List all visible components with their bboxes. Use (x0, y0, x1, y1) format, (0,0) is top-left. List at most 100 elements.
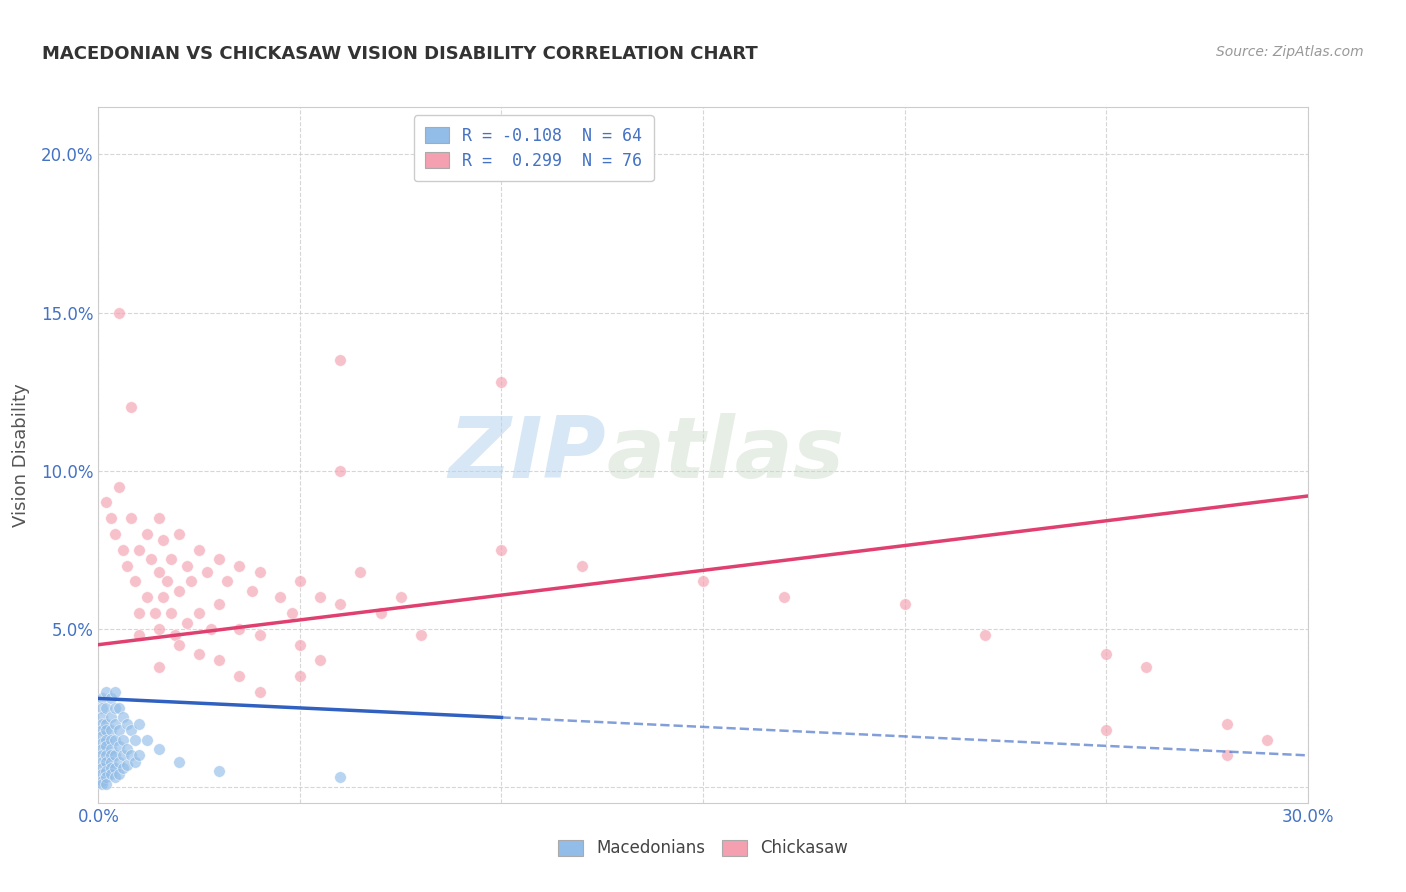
Point (100, 723, 122, 737)
Point (772, 591, 794, 605)
Point (91, 691, 114, 706)
Point (491, 542, 513, 557)
Point (135, 732, 157, 747)
Point (148, 565, 170, 579)
Point (329, 597, 352, 611)
Point (571, 558, 593, 573)
Point (288, 638, 311, 652)
Point (91, 761, 114, 775)
Point (107, 739, 129, 753)
Point (96, 716, 118, 731)
Point (103, 716, 125, 731)
Point (1256, 732, 1278, 747)
Point (128, 628, 150, 642)
Point (96, 777, 118, 791)
Point (100, 732, 122, 747)
Point (115, 742, 138, 756)
Point (195, 565, 218, 579)
Point (128, 606, 150, 620)
Text: atlas: atlas (606, 413, 845, 497)
Point (491, 375, 513, 389)
Point (91, 767, 114, 781)
Point (103, 732, 125, 747)
Point (111, 710, 134, 724)
Point (107, 701, 129, 715)
Point (96, 748, 118, 763)
Point (96, 771, 118, 785)
Point (188, 542, 211, 557)
Point (120, 401, 142, 415)
Point (148, 622, 170, 636)
Point (167, 638, 190, 652)
Point (135, 591, 157, 605)
Point (139, 552, 162, 566)
Point (228, 669, 250, 683)
Point (208, 653, 231, 667)
Point (103, 771, 125, 785)
Point (103, 685, 125, 699)
Point (156, 574, 179, 589)
Point (176, 615, 198, 630)
Point (188, 606, 211, 620)
Point (148, 660, 170, 674)
Point (107, 767, 129, 781)
Point (349, 565, 371, 579)
Point (309, 653, 332, 667)
Point (143, 606, 166, 620)
Point (100, 748, 122, 763)
Point (91, 742, 114, 756)
Point (100, 767, 122, 781)
Y-axis label: Vision Disability: Vision Disability (11, 383, 30, 527)
Point (167, 583, 190, 598)
Point (180, 574, 202, 589)
Point (91, 716, 114, 731)
Point (208, 764, 231, 779)
Point (152, 591, 174, 605)
Point (111, 748, 134, 763)
Point (176, 558, 198, 573)
Point (124, 732, 146, 747)
Point (100, 742, 122, 756)
Point (103, 748, 125, 763)
Point (329, 353, 352, 368)
Point (228, 558, 250, 573)
Point (115, 558, 138, 573)
Point (103, 701, 125, 715)
Point (1095, 647, 1118, 661)
Point (124, 755, 146, 769)
Point (96, 739, 118, 753)
Point (208, 552, 231, 566)
Point (107, 479, 129, 493)
Point (100, 691, 122, 706)
Point (107, 723, 129, 737)
Point (1216, 716, 1239, 731)
Point (148, 511, 170, 525)
Point (111, 761, 134, 775)
Legend: Macedonians, Chickasaw: Macedonians, Chickasaw (551, 833, 855, 864)
Point (100, 710, 122, 724)
Point (100, 755, 122, 769)
Point (309, 591, 332, 605)
Point (152, 533, 174, 548)
Point (160, 552, 183, 566)
Point (91, 736, 114, 750)
Point (281, 606, 304, 620)
Point (148, 742, 170, 756)
Point (249, 565, 271, 579)
Point (200, 622, 222, 636)
Point (167, 755, 190, 769)
Point (96, 764, 118, 779)
Point (288, 574, 311, 589)
Point (107, 305, 129, 319)
Point (269, 591, 291, 605)
Point (96, 495, 118, 509)
Point (96, 685, 118, 699)
Point (115, 716, 138, 731)
Point (128, 748, 150, 763)
Point (167, 527, 190, 541)
Point (135, 527, 157, 541)
Point (228, 622, 250, 636)
Point (91, 748, 114, 763)
Point (329, 464, 352, 478)
Point (1135, 660, 1157, 674)
